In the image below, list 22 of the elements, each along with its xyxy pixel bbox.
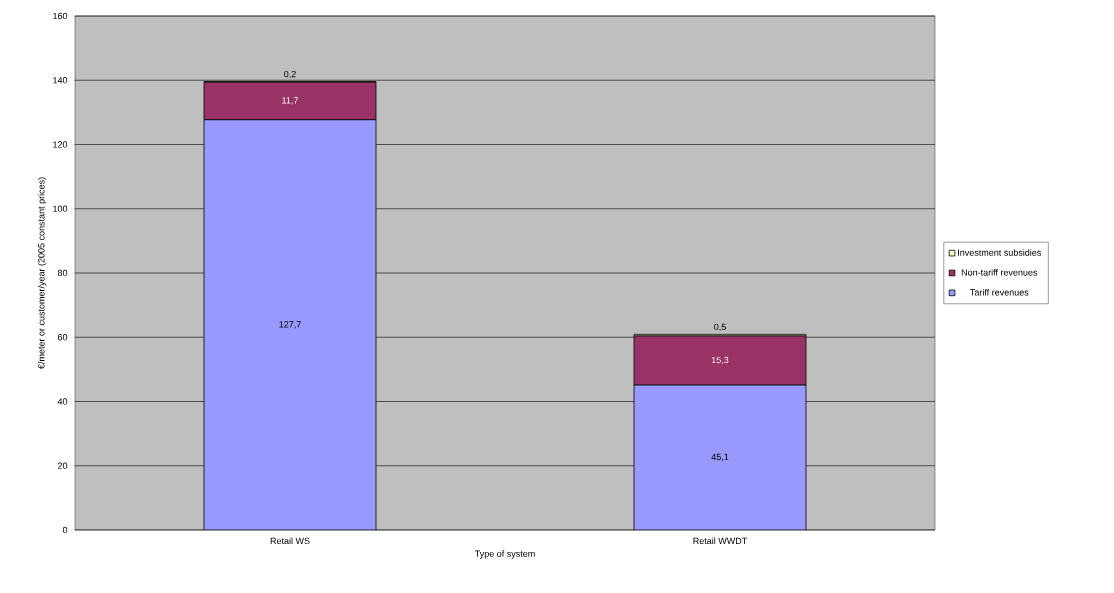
y-tick-label: 40 (57, 398, 68, 405)
y-tick-label: 80 (57, 269, 68, 277)
y-tick-label: 160 (53, 12, 68, 20)
data-label: 11,7 (282, 97, 298, 105)
y-tick-label: 140 (53, 77, 68, 84)
y-tick-label: 0 (62, 526, 68, 534)
y-tick-label: 100 (53, 205, 68, 212)
x-axis-title: Type of system (474, 550, 535, 559)
y-tick-label: 120 (53, 141, 68, 148)
x-tick-label: Retail WS (270, 537, 310, 545)
y-tick-label: 60 (57, 334, 68, 341)
data-label: 0,5 (714, 323, 726, 332)
y-axis-title: €/meter or customer/year (2005 constant prices) (37, 177, 47, 369)
legend-label: Tariff revenues (970, 288, 1029, 296)
x-tick-label: Retail WWDT (693, 537, 748, 545)
legend-label: Investment subsidies (958, 249, 1041, 256)
y-tick-label: 20 (57, 462, 68, 469)
data-label: 45,1 (711, 453, 729, 462)
data-label: 0,2 (284, 70, 296, 79)
data-label: 127,7 (279, 321, 301, 329)
legend-label: Non-tariff revenues (961, 269, 1038, 276)
data-label: 15,3 (711, 356, 729, 365)
